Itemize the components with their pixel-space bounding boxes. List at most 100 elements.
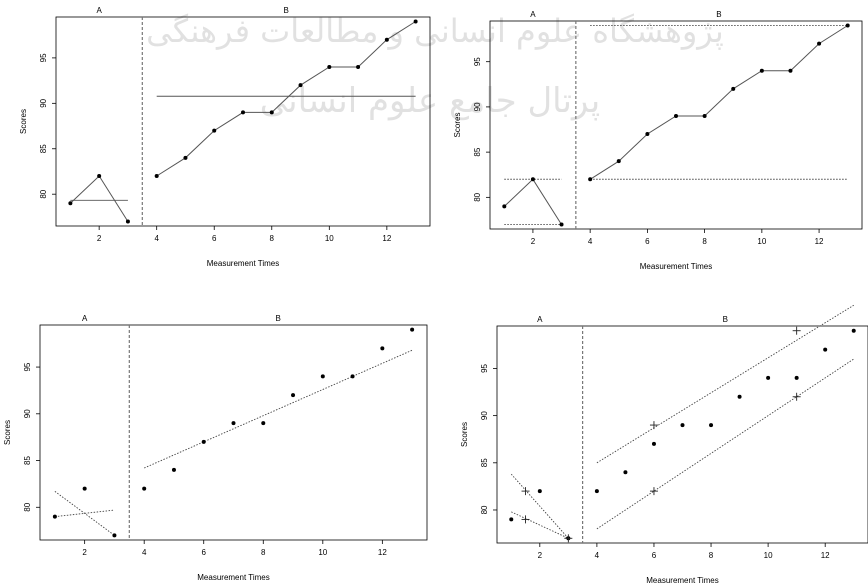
data-point — [759, 68, 764, 73]
data-point — [298, 83, 303, 88]
data-point — [616, 159, 621, 164]
y-tick-label: 85 — [480, 458, 489, 467]
x-axis-label: Measurement Times — [640, 262, 712, 271]
data-point — [291, 393, 296, 398]
data-point — [680, 423, 685, 428]
data-point — [623, 470, 628, 475]
data-point — [82, 486, 87, 491]
x-tick-label: 6 — [212, 234, 217, 243]
phase-label-a: A — [82, 314, 88, 323]
data-point — [380, 346, 385, 351]
watermark-line-1: پژوهشگاه علوم انسانی و مطالعات فرهنگی — [146, 12, 724, 50]
data-point — [125, 219, 130, 224]
x-tick-label: 12 — [815, 237, 824, 246]
data-point — [356, 64, 361, 69]
plot-frame — [55, 16, 431, 227]
chart-panels: 2 4 6 8 10 12 80 85 90 95 Measurement Times Scores A… — [3, 6, 868, 585]
x-tick-label: 4 — [588, 237, 593, 246]
y-axis-label: Scores — [453, 113, 462, 138]
data-point — [384, 37, 389, 42]
reference-line — [54, 509, 115, 518]
plot-frame — [489, 20, 863, 230]
y-tick-label: 80 — [39, 189, 48, 198]
x-tick-label: 4 — [595, 551, 600, 560]
reference-line — [54, 491, 115, 536]
x-tick-label: 6 — [645, 237, 650, 246]
x-tick-label: 12 — [382, 234, 391, 243]
data-point — [502, 204, 507, 209]
y-tick-label: 90 — [39, 98, 48, 107]
series-line-phase-b — [589, 25, 848, 180]
watermark: پژوهشگاه علوم انسانی و مطالعات فرهنگی پر… — [146, 12, 724, 121]
phase-label-b: B — [283, 6, 288, 15]
x-tick-label: 8 — [261, 548, 266, 557]
y-tick-label: 90 — [473, 102, 482, 111]
data-point — [788, 68, 793, 73]
data-point — [766, 375, 771, 380]
data-point — [212, 128, 217, 133]
x-tick-label: 8 — [709, 551, 714, 560]
data-point — [702, 113, 707, 118]
x-tick-label: 6 — [652, 551, 657, 560]
data-point — [269, 110, 274, 115]
data-point — [645, 132, 650, 137]
x-tick-label: 10 — [325, 234, 334, 243]
cross-marker — [521, 487, 530, 496]
data-point — [171, 467, 176, 472]
data-point — [68, 201, 73, 206]
data-point — [674, 113, 678, 118]
y-axis-label: Scores — [3, 420, 12, 445]
y-tick-label: 95 — [473, 57, 482, 66]
phase-label-a: A — [96, 6, 102, 15]
x-tick-label: 4 — [154, 234, 159, 243]
x-tick-label: 2 — [97, 234, 102, 243]
x-tick-label: 6 — [202, 548, 207, 557]
data-point — [231, 421, 236, 426]
y-axis-label: Scores — [19, 109, 28, 134]
data-point — [201, 439, 206, 444]
data-point — [52, 514, 57, 519]
chart-panel-1: 2 4 6 8 10 12 80 85 90 95 Measurement Times Scores A… — [19, 6, 431, 268]
phase-label-a: A — [530, 10, 536, 19]
series-line-phase-b — [156, 21, 416, 177]
y-tick-label: 80 — [23, 502, 32, 511]
data-point — [509, 517, 514, 522]
plot-frame — [39, 324, 428, 541]
y-axis-label: Scores — [460, 422, 469, 447]
data-point — [112, 533, 117, 538]
x-tick-label: 2 — [82, 548, 87, 557]
x-tick-label: 8 — [270, 234, 275, 243]
reference-line — [510, 473, 569, 539]
phase-label-b: B — [723, 315, 728, 324]
phase-label-b: B — [275, 314, 280, 323]
y-tick-label: 90 — [480, 411, 489, 420]
data-point — [651, 441, 656, 446]
x-tick-label: 12 — [821, 551, 830, 560]
data-point — [142, 486, 147, 491]
chart-panel-2: 2 4 6 8 10 12 80 85 90 95 Measurement Times Scores A… — [453, 10, 863, 271]
data-point — [559, 222, 564, 227]
data-point — [154, 174, 159, 179]
data-point — [737, 394, 742, 399]
data-point — [588, 177, 593, 182]
phase-label-b: B — [716, 10, 721, 19]
y-tick-label: 80 — [480, 505, 489, 514]
data-point — [594, 489, 599, 494]
data-point — [327, 64, 332, 69]
data-point — [410, 327, 415, 332]
x-tick-label: 12 — [378, 548, 387, 557]
data-point — [241, 110, 245, 115]
reference-line — [144, 349, 413, 469]
cross-marker — [564, 534, 573, 543]
cross-marker — [521, 515, 530, 524]
reference-line — [511, 511, 569, 539]
y-tick-label: 95 — [39, 53, 48, 62]
x-tick-label: 2 — [531, 237, 536, 246]
y-tick-label: 95 — [480, 363, 489, 372]
data-point — [845, 23, 850, 28]
data-point — [320, 374, 325, 379]
data-point — [817, 41, 822, 46]
data-point — [823, 347, 828, 352]
data-point — [709, 423, 714, 428]
